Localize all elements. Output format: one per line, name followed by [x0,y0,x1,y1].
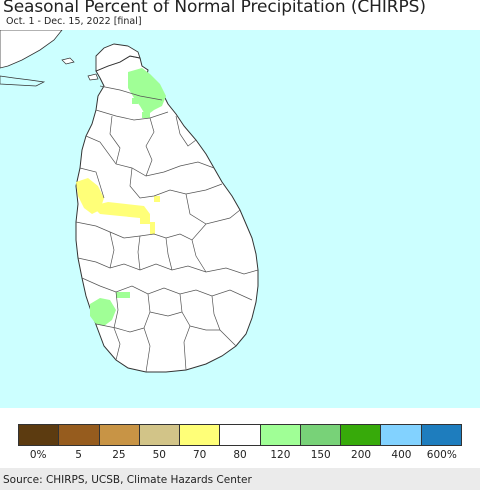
legend-tick-label: 5 [75,449,82,461]
footer-bar [0,468,480,490]
jaffna-peninsula [95,43,141,72]
legend-tick-label: 0% [29,449,47,461]
legend-tick-label: 50 [152,449,166,461]
island [87,73,99,81]
dry-pixel [154,196,160,202]
precipitation-map [0,30,480,408]
legend-swatch [341,425,382,445]
legend-swatch [139,425,181,445]
legend-swatch [381,425,422,445]
wet-patch-southwest [90,298,116,326]
dry-patch-central [92,202,150,218]
source-note: Source: CHIRPS, UCSB, Climate Hazards Ce… [3,474,252,486]
legend-tick-label: 25 [112,449,126,461]
legend-tick-label: 80 [233,449,247,461]
island [61,57,75,65]
mainland-india [0,30,63,69]
map-title: Seasonal Percent of Normal Precipitation… [3,0,426,17]
legend-swatch [59,425,100,445]
dry-pixel [140,214,150,224]
legend-tick-label: 150 [310,449,331,461]
wet-pixel [132,98,138,104]
legend-swatch [260,425,301,445]
legend-tick-label: 120 [270,449,291,461]
legend-tick-label: 600% [426,449,457,461]
legend-swatch [300,425,342,445]
legend-tick-label: 400 [391,449,412,461]
legend-ticks: 0% 5 25 50 70 80 120 150 200 400 600% [0,449,480,463]
wet-pixel [142,112,150,118]
legend-tick-label: 70 [192,449,207,461]
legend-swatch [19,425,60,445]
wet-pixel [116,292,130,298]
adams-bridge-shoal [0,75,46,87]
legend-tick-label: 200 [351,449,372,461]
legend-swatch [220,425,261,445]
legend-swatch [99,425,140,445]
district-borders [75,85,259,373]
dry-pixel [150,222,155,234]
wet-patch-north [128,68,166,116]
legend-swatch [421,425,461,445]
map-subtitle: Oct. 1 - Dec. 15, 2022 [final] [6,16,142,27]
legend-swatch [180,425,221,445]
map-panel [0,30,480,408]
color-legend [18,424,462,446]
